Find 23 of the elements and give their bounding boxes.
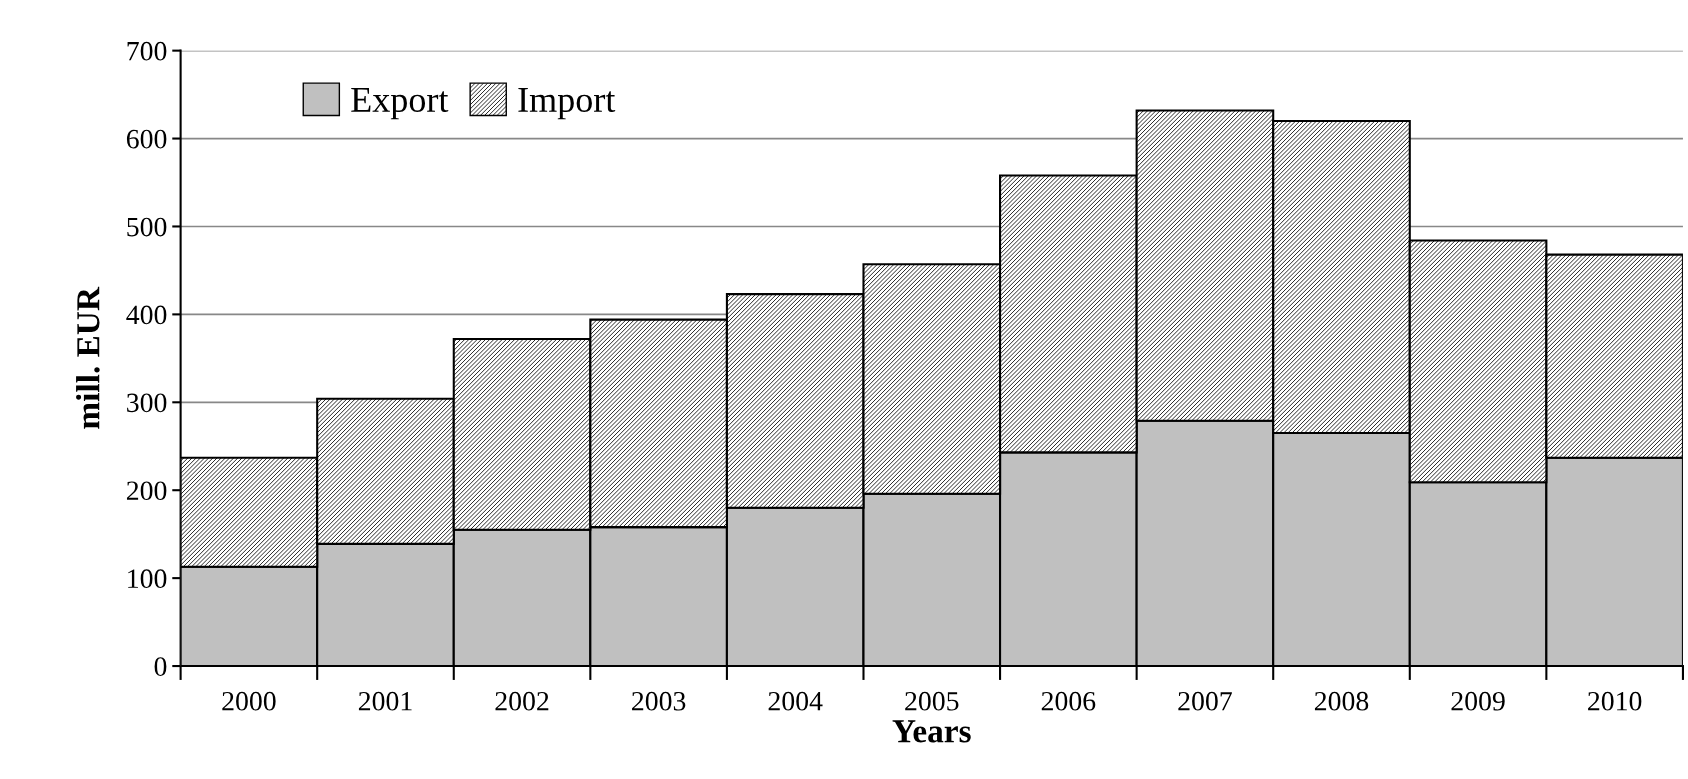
legend-label: Import [518, 88, 616, 120]
legend-label: Export [351, 88, 449, 120]
x-tick-label: 2007 [1178, 691, 1232, 711]
x-tick-label: 2003 [632, 691, 686, 711]
x-tick-label: 2002 [495, 691, 549, 711]
y-tick-label: 600 [126, 129, 167, 149]
x-tick-label: 2006 [1041, 691, 1096, 711]
y-tick-label: 400 [126, 305, 167, 325]
x-tick-label: 2000 [222, 691, 276, 711]
x-tick-label: 2001 [358, 691, 412, 711]
y-tick-label: 200 [126, 481, 167, 501]
x-axis-title: Years [892, 720, 971, 743]
y-tick-label: 300 [127, 393, 167, 413]
y-tick-label: 500 [127, 217, 167, 237]
y-axis-title: mill. EUR [76, 286, 100, 429]
x-tick-label: 2008 [1314, 691, 1369, 711]
y-tick-label: 100 [128, 569, 167, 589]
y-tick-label: 700 [127, 41, 167, 61]
y-tick-label: 0 [154, 657, 167, 676]
x-tick-label: 2010 [1588, 691, 1642, 711]
x-tick-label: 2005 [905, 691, 959, 711]
x-tick-label: 2004 [768, 691, 823, 711]
x-tick-label: 2009 [1451, 691, 1505, 711]
